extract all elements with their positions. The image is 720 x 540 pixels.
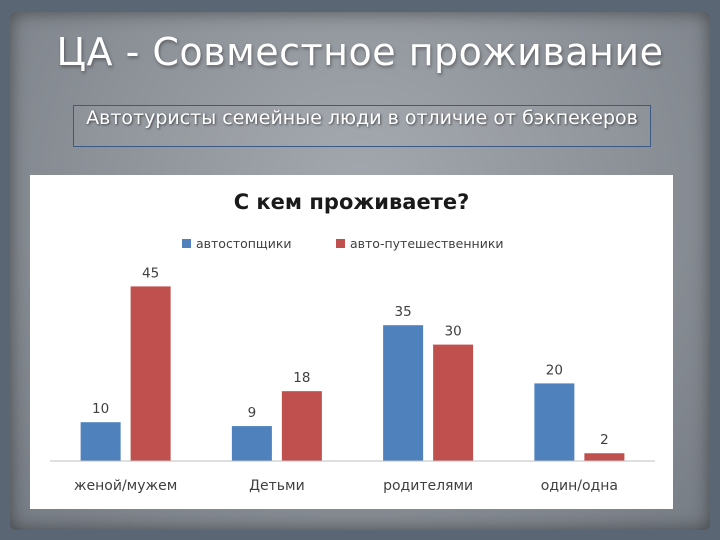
data-label-2-3: 30 (445, 324, 462, 340)
legend-swatch-1 (182, 239, 191, 248)
data-label-2-2: 18 (293, 370, 310, 386)
slide-title: ЦА - Совместное проживание (56, 30, 664, 74)
category-label-1: женой/мужем (74, 478, 177, 494)
legend-label-2: авто-путешественники (350, 236, 504, 251)
subtitle-box (73, 105, 651, 147)
data-label-1-1: 10 (92, 401, 109, 417)
bar-1-2 (231, 426, 272, 461)
bar-2-1 (130, 286, 171, 461)
bar-2-3 (433, 344, 474, 461)
bar-2-2 (281, 391, 322, 461)
legend-label-1: автостопщики (196, 236, 292, 251)
data-label-1-3: 35 (395, 304, 412, 320)
data-label-1-2: 9 (248, 405, 257, 421)
data-label-1-4: 20 (546, 362, 563, 378)
data-label-2-4: 2 (600, 432, 609, 448)
data-label-2-1: 45 (142, 265, 159, 281)
category-label-3: родителями (383, 478, 473, 494)
bar-chart: автостопщики авто-путешественники 10 45 жено… (50, 236, 655, 494)
legend-swatch-2 (336, 239, 345, 248)
chart-panel: С кем проживаете? автостопщики авто-путеш… (30, 175, 673, 509)
chart-title: С кем проживаете? (233, 190, 470, 214)
bar-2-4 (584, 453, 625, 461)
category-label-4: один/одна (541, 478, 618, 494)
bar-1-3 (383, 325, 424, 461)
slide-subtitle: Автотуристы семейные люди в отличие от б… (86, 107, 638, 129)
category-label-2: Детьми (249, 478, 305, 494)
bar-1-4 (534, 383, 575, 461)
bar-1-1 (80, 422, 121, 461)
